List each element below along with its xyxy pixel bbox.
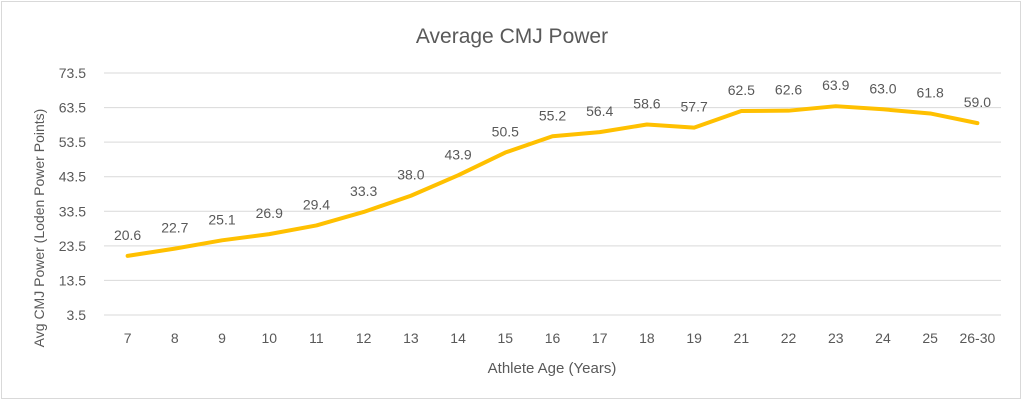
- data-point: [173, 247, 177, 251]
- x-tick-label: 13: [403, 330, 419, 346]
- x-tick-label: 18: [639, 330, 655, 346]
- data-label: 50.5: [492, 124, 519, 140]
- data-label: 62.5: [728, 82, 755, 98]
- data-label: 58.6: [633, 96, 660, 112]
- data-label: 55.2: [539, 107, 566, 123]
- data-point: [126, 254, 130, 258]
- data-label: 63.0: [869, 80, 896, 96]
- data-label: 20.6: [114, 227, 141, 243]
- x-tick-label: 23: [828, 330, 844, 346]
- data-label: 63.9: [822, 77, 849, 93]
- x-tick-label: 25: [922, 330, 938, 346]
- chart-title: Average CMJ Power: [416, 25, 608, 48]
- y-tick-label: 23.5: [59, 238, 86, 254]
- x-tick-label: 17: [592, 330, 608, 346]
- y-tick-label: 33.5: [59, 203, 86, 219]
- data-point: [834, 104, 838, 108]
- x-tick-label: 21: [734, 330, 750, 346]
- y-tick-label: 73.5: [59, 65, 86, 81]
- x-tick-label: 24: [875, 330, 891, 346]
- x-tick-label: 22: [781, 330, 797, 346]
- data-point: [692, 126, 696, 130]
- y-tick-label: 3.5: [67, 307, 87, 323]
- data-point: [787, 109, 791, 113]
- data-label: 26.9: [256, 205, 283, 221]
- x-tick-label: 9: [218, 330, 226, 346]
- data-point: [314, 223, 318, 227]
- x-tick-label: 26-30: [959, 330, 995, 346]
- data-label: 33.3: [350, 183, 377, 199]
- data-label: 61.8: [917, 84, 944, 100]
- y-tick-labels: 3.5 13.5 23.5 33.5 43.5 53.5 63.5 73.5: [59, 65, 86, 323]
- data-point: [220, 238, 224, 242]
- data-label: 22.7: [161, 220, 188, 236]
- data-point: [503, 151, 507, 155]
- data-point: [739, 109, 743, 113]
- data-label: 25.1: [208, 211, 235, 227]
- data-label: 59.0: [964, 94, 991, 110]
- data-point: [409, 194, 413, 198]
- data-labels: 20.6 22.7 25.1 26.9 29.4 33.3 38.0 43.9 50.5 55.2…: [114, 77, 991, 243]
- data-label: 57.7: [681, 99, 708, 115]
- data-point: [881, 107, 885, 111]
- data-label: 29.4: [303, 196, 330, 212]
- x-axis-label: Athlete Age (Years): [488, 360, 617, 377]
- y-tick-label: 63.5: [59, 100, 86, 116]
- x-tick-label: 19: [686, 330, 702, 346]
- x-tick-label: 14: [450, 330, 466, 346]
- x-tick-label: 15: [498, 330, 514, 346]
- x-tick-label: 8: [171, 330, 179, 346]
- y-tick-label: 53.5: [59, 134, 86, 150]
- y-tick-label: 13.5: [59, 272, 86, 288]
- data-point: [598, 130, 602, 134]
- x-tick-label: 10: [261, 330, 277, 346]
- data-label: 62.6: [775, 82, 802, 98]
- data-point: [975, 121, 979, 125]
- y-axis-label: Avg CMJ Power (Loden Power Points): [31, 109, 47, 348]
- data-point: [456, 173, 460, 177]
- x-tick-label: 12: [356, 330, 372, 346]
- x-tick-label: 11: [309, 330, 324, 346]
- data-label: 43.9: [444, 146, 471, 162]
- data-point: [645, 123, 649, 127]
- x-tick-label: 7: [124, 330, 132, 346]
- series-line-group: [125, 104, 980, 258]
- y-tick-label: 43.5: [59, 169, 86, 185]
- x-tick-label: 16: [545, 330, 561, 346]
- x-tick-labels: 7 8 9 10 11 12 13 14 15 16 17 18 19 21 22 23 24 25 26-30: [124, 330, 996, 346]
- data-label: 56.4: [586, 103, 613, 119]
- data-point: [362, 210, 366, 214]
- data-label: 38.0: [397, 167, 424, 183]
- data-point: [928, 111, 932, 115]
- data-point: [267, 232, 271, 236]
- data-point: [551, 134, 554, 138]
- series-line: [125, 104, 980, 258]
